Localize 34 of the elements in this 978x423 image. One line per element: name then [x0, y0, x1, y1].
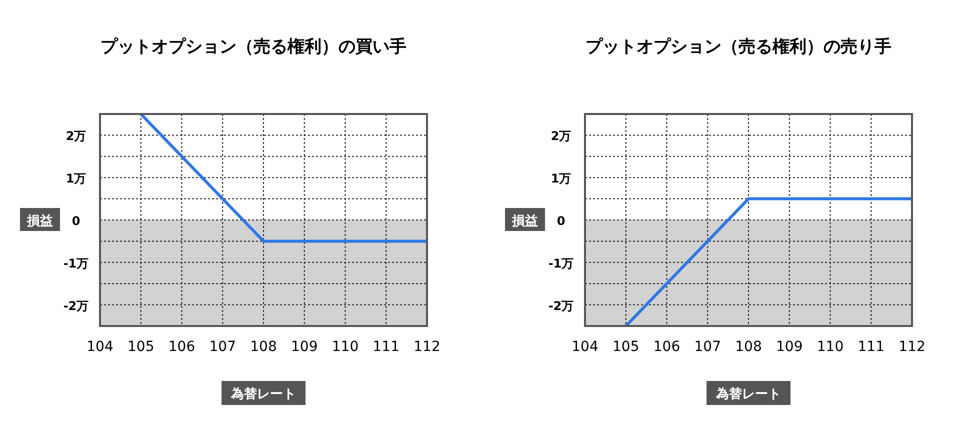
y-tick-label: -1万 — [548, 256, 574, 270]
x-tick-label: 107 — [209, 339, 236, 355]
y-tick-label: -1万 — [63, 256, 89, 270]
y-tick-label: -2万 — [548, 298, 574, 313]
y-tick-label: 2万 — [550, 129, 572, 144]
y-tick-label: 1万 — [66, 172, 86, 186]
y-tick-label: 1万 — [550, 172, 572, 186]
chart-title: プットオプション（売る権利）の買い手 — [100, 37, 406, 57]
y-tick-label: 2万 — [66, 129, 86, 144]
x-tick-label: 105 — [128, 339, 154, 355]
y-tick-label: -2万 — [63, 298, 89, 313]
x-tick-label: 104 — [86, 339, 114, 355]
x-tick-label: 107 — [694, 339, 721, 355]
x-tick-label: 109 — [776, 339, 803, 355]
x-tick-label: 108 — [250, 339, 277, 355]
y-axis-title: 損益 — [511, 214, 538, 229]
x-axis-title: 為替レート — [230, 387, 296, 402]
x-tick-label: 104 — [572, 339, 598, 355]
x-tick-label: 106 — [168, 339, 196, 355]
x-axis-title: 為替レート — [715, 387, 781, 402]
x-tick-label: 112 — [414, 339, 440, 355]
x-tick-label: 112 — [898, 339, 926, 355]
x-tick-label: 108 — [735, 339, 762, 355]
x-tick-label: 105 — [612, 339, 640, 355]
y-tick-label: 0 — [72, 214, 80, 228]
x-tick-label: 110 — [332, 339, 359, 355]
x-tick-label: 109 — [291, 339, 318, 355]
chart-title: プットオプション（売る権利）の売り手 — [586, 37, 892, 57]
x-tick-label: 111 — [372, 339, 400, 355]
x-tick-label: 110 — [816, 339, 844, 355]
y-tick-label: 0 — [556, 214, 566, 228]
x-tick-label: 111 — [858, 339, 884, 355]
y-axis-title: 損益 — [26, 214, 53, 229]
x-tick-label: 106 — [653, 339, 680, 355]
